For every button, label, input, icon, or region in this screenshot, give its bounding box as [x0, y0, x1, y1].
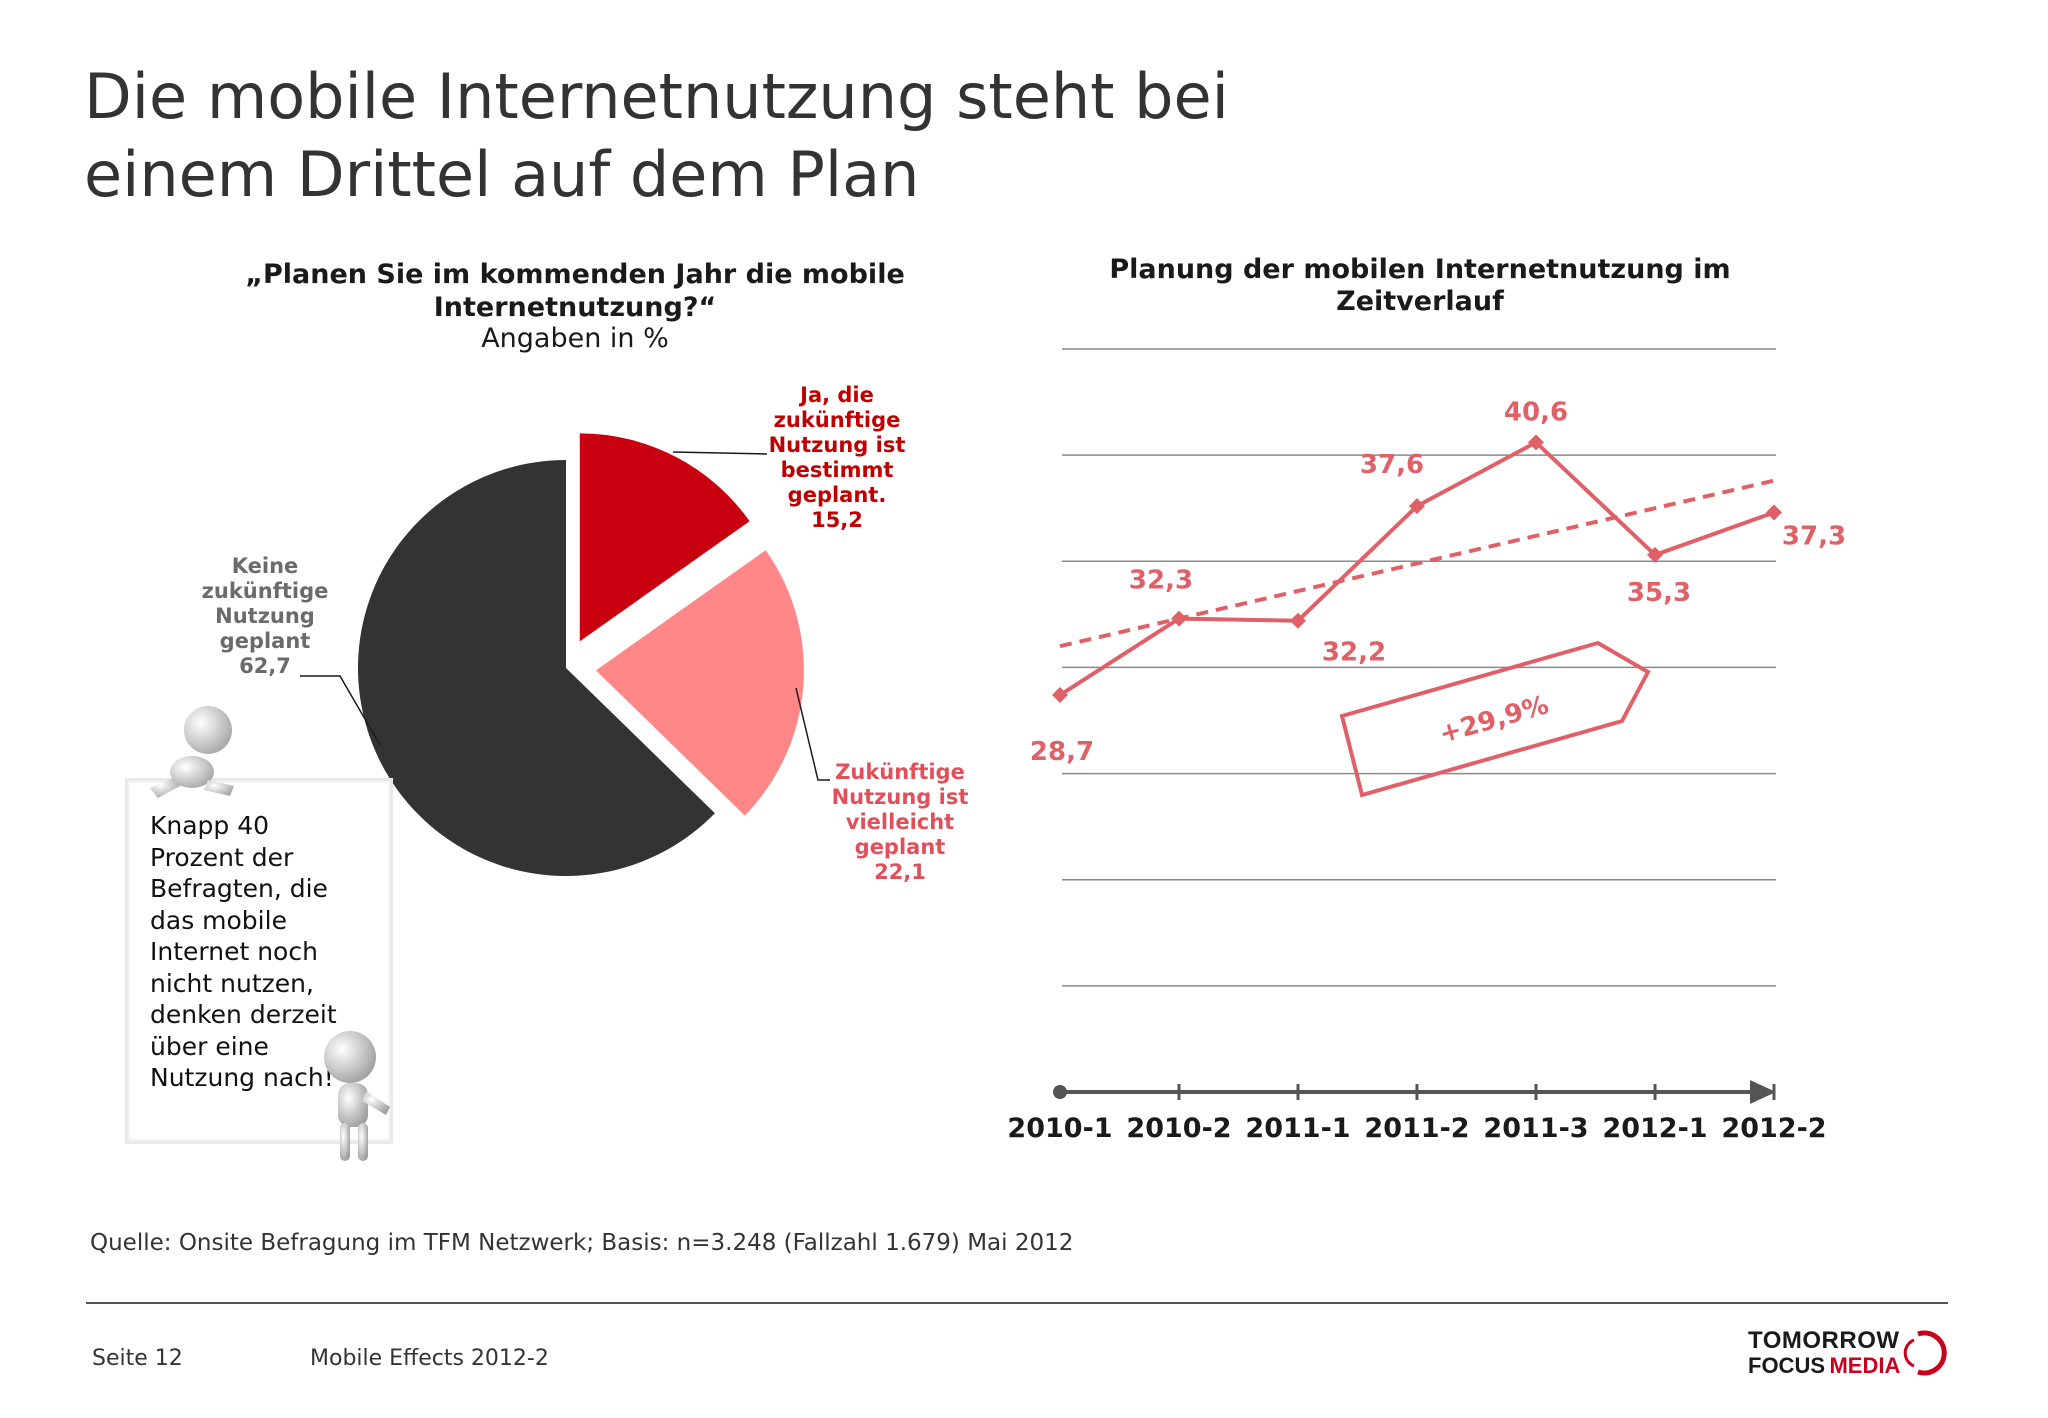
leader-line-keine: [300, 675, 381, 746]
pie-slice-ja: [579, 433, 750, 642]
brand-logo: TOMORROW FOCUS MEDIA: [1748, 1328, 1908, 1379]
document-name: Mobile Effects 2012-2: [310, 1346, 549, 1371]
data-point: [1171, 610, 1187, 627]
x-tick-label: 2012-2: [1721, 1113, 1826, 1144]
brand-logo-media: MEDIA: [1829, 1353, 1901, 1378]
x-tick-label: 2012-1: [1602, 1113, 1707, 1144]
leader-line-vielleicht: [795, 687, 830, 781]
data-point: [1290, 612, 1306, 629]
leader-line-ja: [672, 451, 768, 455]
x-tick-label: 2010-2: [1126, 1113, 1231, 1144]
callout-box: [125, 778, 393, 1144]
pie-label-keine-text: Keine zukünftige Nutzung geplant: [201, 554, 329, 653]
data-label: 40,6: [1504, 397, 1568, 427]
pie-label-keine-value: 62,7: [239, 654, 291, 678]
pie-label-keine: Keine zukünftige Nutzung geplant 62,7: [190, 554, 340, 679]
data-point: [1528, 434, 1544, 451]
data-label: 37,6: [1360, 450, 1424, 480]
slide-title-line1: Die mobile Internetnutzung steht bei: [84, 60, 1229, 133]
line-chart-title: Planung der mobilen Internetnutzung im Z…: [1109, 254, 1731, 317]
data-point: [1766, 504, 1782, 521]
figure-bottom-icon: [324, 1031, 390, 1161]
brand-logo-line2: FOCUS MEDIA: [1748, 1353, 1900, 1378]
data-point: [1052, 687, 1068, 704]
data-point: [1647, 546, 1663, 563]
data-label: 32,2: [1322, 638, 1386, 668]
pie-label-vielleicht: Zukünftige Nutzung ist vielleicht geplan…: [815, 760, 985, 885]
data-label: 28,7: [1030, 737, 1094, 767]
brand-logo-focus: FOCUS: [1748, 1353, 1825, 1378]
pie-slice-vielleicht: [595, 550, 804, 816]
page-number: Seite 12: [92, 1346, 183, 1371]
pie-slice-keine: [357, 460, 715, 876]
x-tick-label: 2011-3: [1483, 1113, 1588, 1144]
data-label: 32,3: [1129, 566, 1193, 596]
pie-label-ja: Ja, die zukünftige Nutzung ist bestimmt …: [752, 383, 922, 533]
pie-label-vielleicht-text: Zukünftige Nutzung ist vielleicht geplan…: [831, 760, 969, 859]
footer-divider: [86, 1302, 1948, 1304]
data-label: 37,3: [1782, 521, 1846, 551]
x-axis-origin-dot: [1053, 1085, 1067, 1099]
figure-top-icon: [150, 706, 234, 798]
data-point: [1409, 498, 1425, 515]
pie-chart-title: „Planen Sie im kommenden Jahr die mobile…: [245, 259, 905, 323]
slide-title: Die mobile Internetnutzung steht bei ein…: [84, 58, 1484, 214]
pie-label-vielleicht-value: 22,1: [874, 860, 926, 884]
x-tick-label: 2010-1: [1007, 1113, 1112, 1144]
x-tick-label: 2011-2: [1364, 1113, 1469, 1144]
x-axis-arrowhead: [1750, 1080, 1776, 1104]
source-note: Quelle: Onsite Befragung im TFM Netzwerk…: [90, 1230, 1074, 1256]
pie-chart-subtitle: Angaben in %: [481, 323, 669, 354]
brand-arc-icon: [1903, 1330, 1947, 1376]
pie-label-ja-value: 15,2: [811, 508, 863, 532]
callout-text: Knapp 40 Prozent der Befragten, die das …: [150, 811, 337, 1092]
pie-label-ja-text: Ja, die zukünftige Nutzung ist bestimmt …: [768, 383, 906, 507]
data-label: 35,3: [1627, 578, 1691, 608]
growth-annotation-text: +29,9%: [1436, 690, 1552, 750]
brand-logo-line1: TOMORROW: [1748, 1327, 1900, 1354]
growth-annotation-shape: [1339, 640, 1651, 798]
x-tick-label: 2011-1: [1245, 1113, 1350, 1144]
slide-title-line2: einem Drittel auf dem Plan: [84, 138, 920, 211]
